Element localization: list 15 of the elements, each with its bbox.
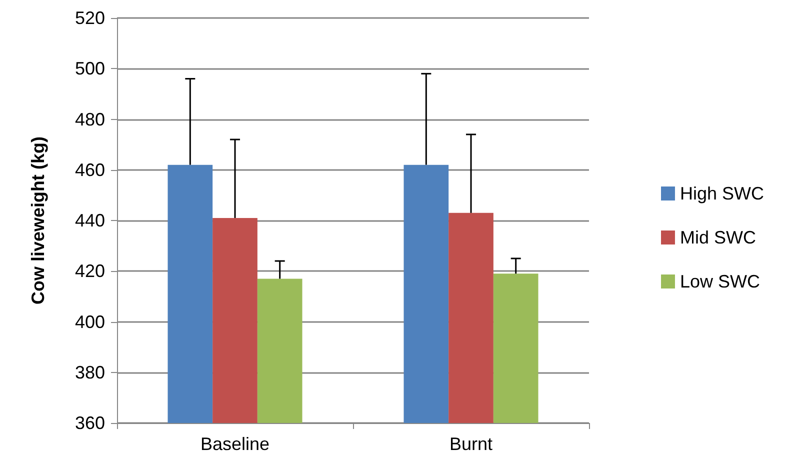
y-axis-title: Cow liveweight (kg) bbox=[28, 136, 48, 305]
y-tick-label: 400 bbox=[74, 312, 105, 332]
y-tick-label: 500 bbox=[74, 58, 105, 79]
y-tick-label: 480 bbox=[74, 109, 105, 130]
x-tick-label: Burnt bbox=[449, 434, 493, 454]
y-tick-label: 380 bbox=[74, 362, 105, 382]
y-tick-label: 360 bbox=[74, 413, 105, 433]
y-tick-label: 440 bbox=[74, 210, 105, 230]
legend-label: High SWC bbox=[680, 184, 764, 204]
x-tick-label: Baseline bbox=[200, 434, 270, 454]
y-tick-label: 460 bbox=[74, 160, 105, 180]
legend-label: Mid SWC bbox=[680, 228, 756, 248]
y-tick-label: 520 bbox=[74, 8, 105, 28]
y-tick-label: 420 bbox=[74, 261, 105, 282]
legend-label: Low SWC bbox=[680, 272, 760, 292]
